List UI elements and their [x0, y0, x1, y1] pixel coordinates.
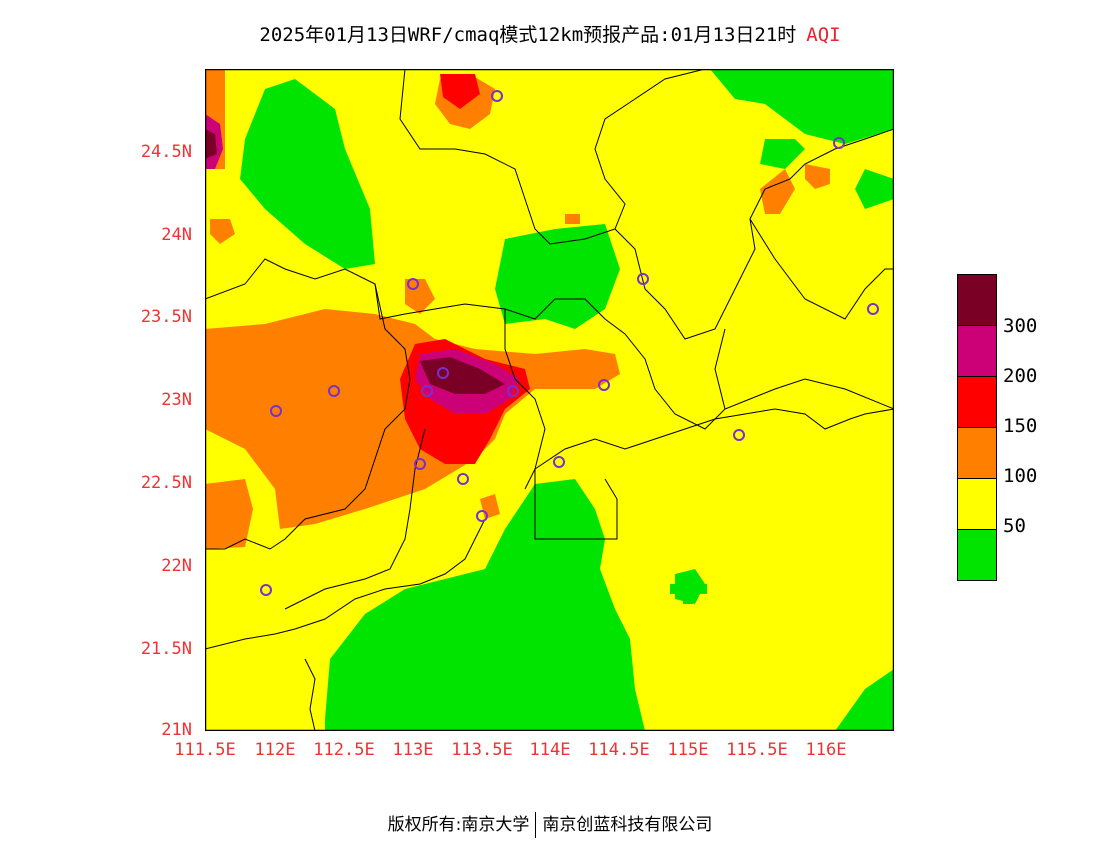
admin-boundaries — [205, 69, 894, 731]
chart-title: 2025年01月13日WRF/cmaq模式12km预报产品:01月13日21时 A… — [0, 20, 1100, 47]
x-tick-label: 115E — [667, 740, 709, 760]
color-legend — [957, 274, 997, 581]
x-tick-label: 115.5E — [726, 740, 788, 760]
copyright-right: 南京创蓝科技有限公司 — [542, 815, 713, 835]
legend-swatch — [957, 377, 997, 428]
title-text: 2025年01月13日WRF/cmaq模式12km预报产品:01月13日21时 — [259, 24, 797, 46]
x-tick-label: 114E — [529, 740, 571, 760]
x-tick-label: 112.5E — [313, 740, 375, 760]
y-tick-label: 21.5N — [140, 639, 192, 659]
x-tick-label: 116E — [805, 740, 847, 760]
legend-label: 150 — [1003, 415, 1038, 437]
legend-label: 50 — [1003, 515, 1026, 537]
legend-swatch — [957, 326, 997, 377]
copyright-left: 版权所有:南京大学 — [387, 815, 530, 835]
x-tick-label: 111.5E — [174, 740, 236, 760]
legend-swatch — [957, 428, 997, 479]
legend-swatch — [957, 274, 997, 326]
y-tick-label: 23.5N — [140, 307, 192, 327]
y-tick-label: 24N — [161, 225, 192, 245]
legend-swatch — [957, 479, 997, 530]
copyright-footer: 版权所有:南京大学 南京创蓝科技有限公司 — [0, 810, 1100, 838]
hazardous-regions — [205, 129, 505, 394]
y-tick-label: 22.5N — [140, 473, 192, 493]
y-tick-label: 22N — [161, 556, 192, 576]
title-aqi: AQI — [806, 24, 841, 46]
y-tick-label: 24.5N — [140, 142, 192, 162]
legend-swatch — [957, 530, 997, 581]
x-tick-label: 113E — [392, 740, 434, 760]
legend-label: 100 — [1003, 465, 1038, 487]
aqi-map — [205, 69, 894, 731]
x-tick-label: 113.5E — [451, 740, 513, 760]
legend-label: 200 — [1003, 365, 1038, 387]
station-markers — [260, 90, 879, 596]
x-tick-label: 112E — [254, 740, 296, 760]
good-regions — [240, 69, 894, 731]
map-frame — [205, 69, 894, 731]
footer-separator — [535, 812, 537, 838]
y-tick-label: 23N — [161, 390, 192, 410]
x-tick-label: 114.5E — [588, 740, 650, 760]
legend-label: 300 — [1003, 315, 1038, 337]
good-island — [670, 574, 707, 604]
y-tick-label: 21N — [161, 720, 192, 740]
